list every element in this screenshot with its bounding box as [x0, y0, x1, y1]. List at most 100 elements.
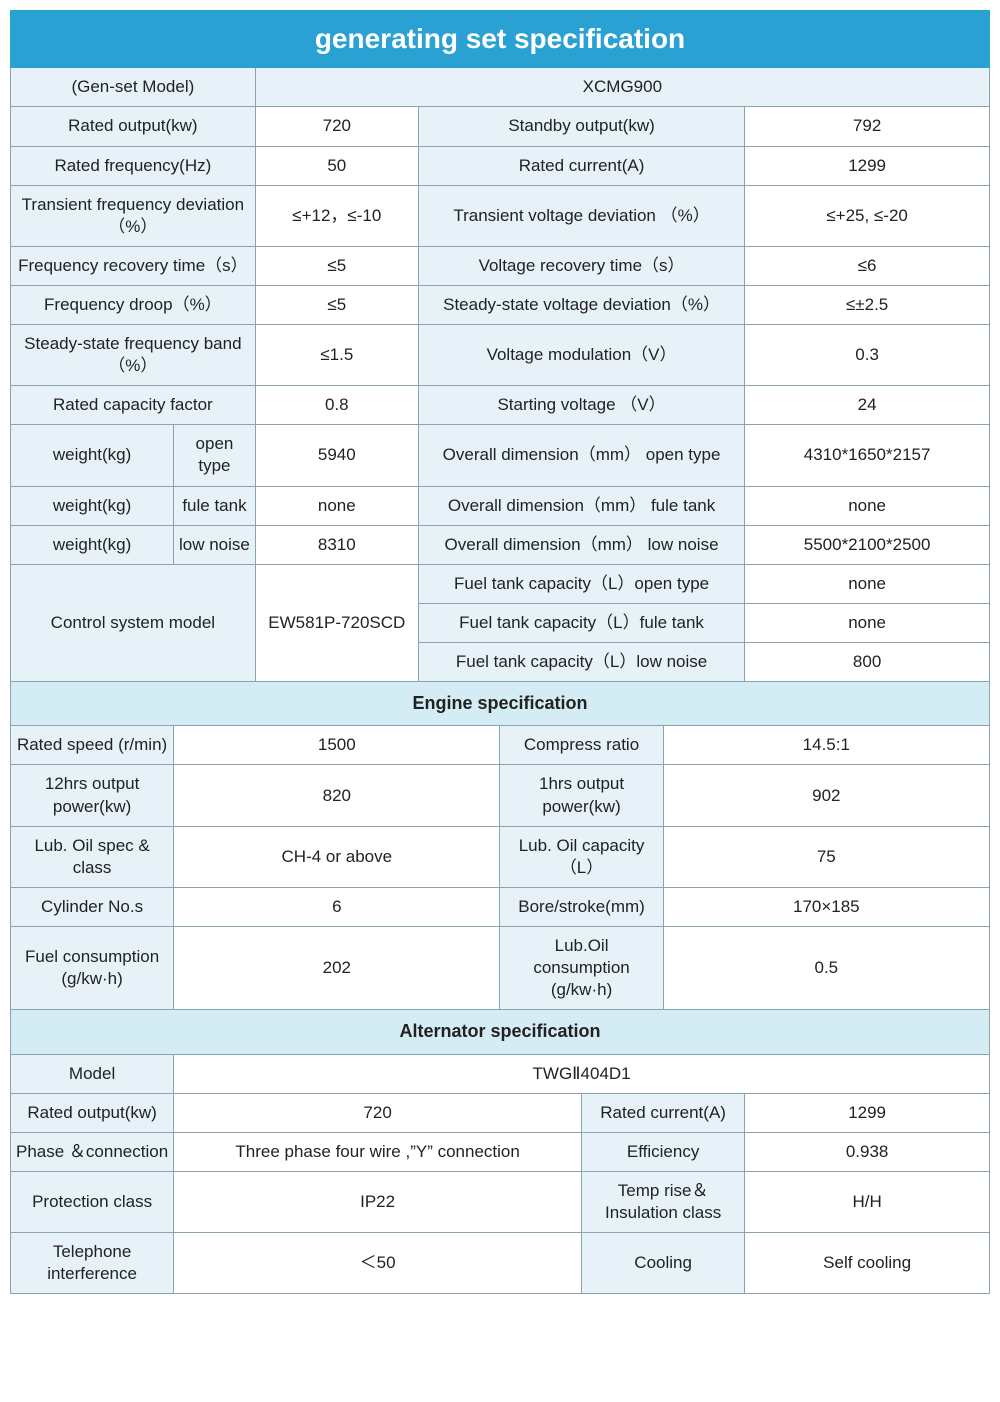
cell-value: 0.5	[663, 926, 989, 1009]
table-row: Rated output(kw) 720 Standby output(kw) …	[11, 107, 990, 146]
cell-value: Three phase four wire ,”Y” connection	[174, 1132, 582, 1171]
cell-value: 170×185	[663, 887, 989, 926]
cell-value: 5500*2100*2500	[745, 525, 990, 564]
table-row: Telephone interference ＜50 Cooling Self …	[11, 1233, 990, 1294]
cell-label: Rated frequency(Hz)	[11, 146, 256, 185]
cell-label: Fuel tank capacity（L）open type	[418, 564, 744, 603]
cell-value: 8310	[255, 525, 418, 564]
cell-value: 1299	[745, 1093, 990, 1132]
section-title: Alternator specification	[11, 1010, 990, 1054]
cell-label: Fuel tank capacity（L）fule tank	[418, 603, 744, 642]
cell-label: Fuel tank capacity（L）low noise	[418, 642, 744, 681]
table-row: Phase ＆connection Three phase four wire …	[11, 1132, 990, 1171]
cell-value: ≤1.5	[255, 325, 418, 386]
cell-label: Transient voltage deviation （%）	[418, 185, 744, 246]
cell-value: 1500	[174, 726, 500, 765]
cell-value: ≤+12，≤-10	[255, 185, 418, 246]
cell-value: 24	[745, 386, 990, 425]
cell-label: Lub. Oil spec & class	[11, 826, 174, 887]
cell-value: 720	[255, 107, 418, 146]
cell-value: Self cooling	[745, 1233, 990, 1294]
cell-value: 6	[174, 887, 500, 926]
table-row: weight(kg) fule tank none Overall dimens…	[11, 486, 990, 525]
cell-value: ≤5	[255, 246, 418, 285]
cell-value: none	[745, 564, 990, 603]
cell-label: fule tank	[174, 486, 256, 525]
cell-label: (Gen-set Model)	[11, 68, 256, 107]
cell-label: Lub. Oil capacity（L）	[500, 826, 663, 887]
table-row: Rated frequency(Hz) 50 Rated current(A) …	[11, 146, 990, 185]
table-row: Rated output(kw) 720 Rated current(A) 12…	[11, 1093, 990, 1132]
cell-label: Temp rise＆ Insulation class	[582, 1171, 745, 1232]
cell-label: 12hrs output power(kw)	[11, 765, 174, 826]
cell-label: Cylinder No.s	[11, 887, 174, 926]
cell-value: none	[745, 603, 990, 642]
cell-value: 50	[255, 146, 418, 185]
cell-label: Frequency droop（%）	[11, 285, 256, 324]
cell-label: low noise	[174, 525, 256, 564]
cell-label: weight(kg)	[11, 525, 174, 564]
cell-label: weight(kg)	[11, 425, 174, 486]
table-title: generating set specification	[11, 11, 990, 68]
cell-value: 0.8	[255, 386, 418, 425]
cell-value: ≤6	[745, 246, 990, 285]
cell-value: 14.5:1	[663, 726, 989, 765]
table-row: Fuel consumption (g/kw·h) 202 Lub.Oil co…	[11, 926, 990, 1009]
table-row: Control system model EW581P-720SCD Fuel …	[11, 564, 990, 603]
cell-value: 1299	[745, 146, 990, 185]
cell-value: TWGⅡ404D1	[174, 1054, 990, 1093]
cell-value: none	[255, 486, 418, 525]
cell-label: Rated current(A)	[418, 146, 744, 185]
spec-table: generating set specification (Gen-set Mo…	[10, 10, 990, 1294]
cell-label: Steady-state frequency band（%）	[11, 325, 256, 386]
cell-label: Standby output(kw)	[418, 107, 744, 146]
cell-label: Frequency recovery time（s）	[11, 246, 256, 285]
table-row: Transient frequency deviation（%） ≤+12，≤-…	[11, 185, 990, 246]
table-row: Cylinder No.s 6 Bore/stroke(mm) 170×185	[11, 887, 990, 926]
cell-value: 0.3	[745, 325, 990, 386]
cell-value: ≤±2.5	[745, 285, 990, 324]
cell-label: Model	[11, 1054, 174, 1093]
cell-label: Rated current(A)	[582, 1093, 745, 1132]
cell-label: Lub.Oil consumption (g/kw·h)	[500, 926, 663, 1009]
cell-label: Telephone interference	[11, 1233, 174, 1294]
table-row: Rated capacity factor 0.8 Starting volta…	[11, 386, 990, 425]
cell-value: ≤+25, ≤-20	[745, 185, 990, 246]
cell-value: 4310*1650*2157	[745, 425, 990, 486]
section-title: Engine specification	[11, 681, 990, 725]
cell-label: Rated capacity factor	[11, 386, 256, 425]
cell-value: IP22	[174, 1171, 582, 1232]
cell-value: none	[745, 486, 990, 525]
cell-label: open type	[174, 425, 256, 486]
cell-label: Bore/stroke(mm)	[500, 887, 663, 926]
cell-value: XCMG900	[255, 68, 989, 107]
cell-label: Overall dimension（mm） open type	[418, 425, 744, 486]
cell-value: 800	[745, 642, 990, 681]
table-row: Frequency droop（%） ≤5 Steady-state volta…	[11, 285, 990, 324]
cell-value: 75	[663, 826, 989, 887]
table-row: weight(kg) low noise 8310 Overall dimens…	[11, 525, 990, 564]
cell-label: Phase ＆connection	[11, 1132, 174, 1171]
cell-label: Overall dimension（mm） low noise	[418, 525, 744, 564]
cell-label: Protection class	[11, 1171, 174, 1232]
cell-value: 0.938	[745, 1132, 990, 1171]
cell-label: Efficiency	[582, 1132, 745, 1171]
table-row: weight(kg) open type 5940 Overall dimens…	[11, 425, 990, 486]
cell-value: ＜50	[174, 1233, 582, 1294]
cell-label: Rated output(kw)	[11, 1093, 174, 1132]
section-header: Engine specification	[11, 681, 990, 725]
section-header: Alternator specification	[11, 1010, 990, 1054]
cell-label: Starting voltage （V）	[418, 386, 744, 425]
cell-label: 1hrs output power(kw)	[500, 765, 663, 826]
table-row: Rated speed (r/min) 1500 Compress ratio …	[11, 726, 990, 765]
table-row: Steady-state frequency band（%） ≤1.5 Volt…	[11, 325, 990, 386]
cell-value: 720	[174, 1093, 582, 1132]
cell-label: Control system model	[11, 564, 256, 681]
table-row: (Gen-set Model) XCMG900	[11, 68, 990, 107]
cell-value: EW581P-720SCD	[255, 564, 418, 681]
cell-label: weight(kg)	[11, 486, 174, 525]
cell-label: Compress ratio	[500, 726, 663, 765]
cell-value: ≤5	[255, 285, 418, 324]
table-row: 12hrs output power(kw) 820 1hrs output p…	[11, 765, 990, 826]
cell-label: Voltage modulation（V）	[418, 325, 744, 386]
